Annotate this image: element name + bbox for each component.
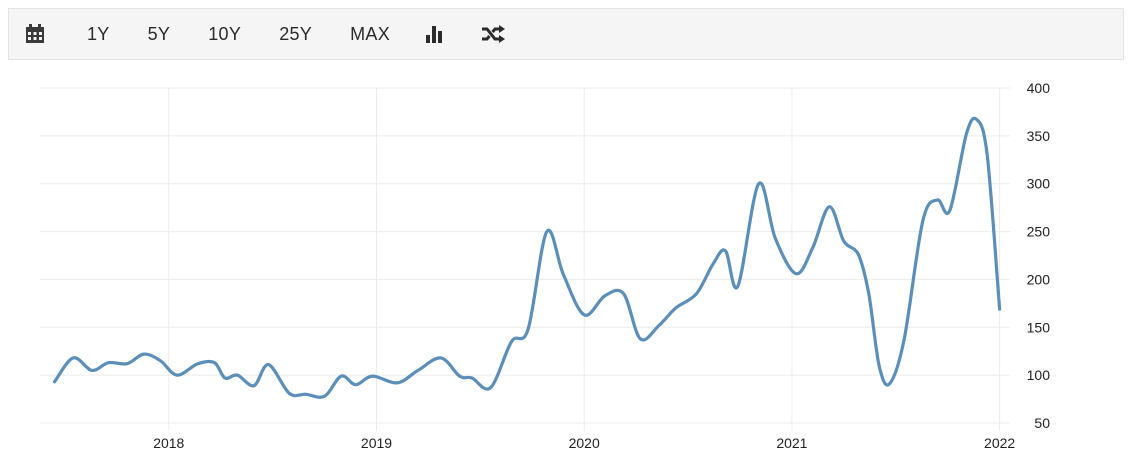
chart-toolbar: 1Y 5Y 10Y 25Y MAX — [8, 8, 1124, 60]
series-line — [52, 116, 1002, 399]
y-tick-label: 50 — [1034, 415, 1050, 431]
range-1y-button[interactable]: 1Y — [87, 23, 110, 44]
y-tick-label: 350 — [1027, 128, 1051, 144]
y-tick-label: 250 — [1027, 224, 1051, 240]
bar-chart-icon[interactable] — [424, 23, 446, 45]
y-tick-label: 400 — [1027, 80, 1051, 96]
x-tick-label: 2020 — [569, 435, 600, 451]
y-tick-label: 200 — [1027, 271, 1051, 287]
calendar-icon[interactable] — [23, 22, 47, 46]
chart-grid — [40, 87, 1010, 431]
y-tick-label: 100 — [1027, 367, 1051, 383]
y-tick-label: 150 — [1027, 319, 1051, 335]
range-5y-button[interactable]: 5Y — [147, 23, 171, 44]
x-axis-labels: 2018 2019 2020 2021 2022 — [153, 435, 1015, 451]
y-axis-labels: 50 100 150 200 250 300 350 400 — [1027, 80, 1051, 431]
range-10y-button[interactable]: 10Y — [208, 23, 242, 44]
range-25y-button[interactable]: 25Y — [279, 23, 313, 44]
shuffle-icon[interactable] — [480, 23, 506, 45]
x-tick-label: 2019 — [361, 435, 392, 451]
range-max-button[interactable]: MAX — [350, 23, 391, 44]
y-tick-label: 300 — [1027, 176, 1051, 192]
x-tick-label: 2018 — [153, 435, 184, 451]
x-tick-label: 2021 — [776, 435, 807, 451]
x-tick-label: 2022 — [984, 435, 1015, 451]
